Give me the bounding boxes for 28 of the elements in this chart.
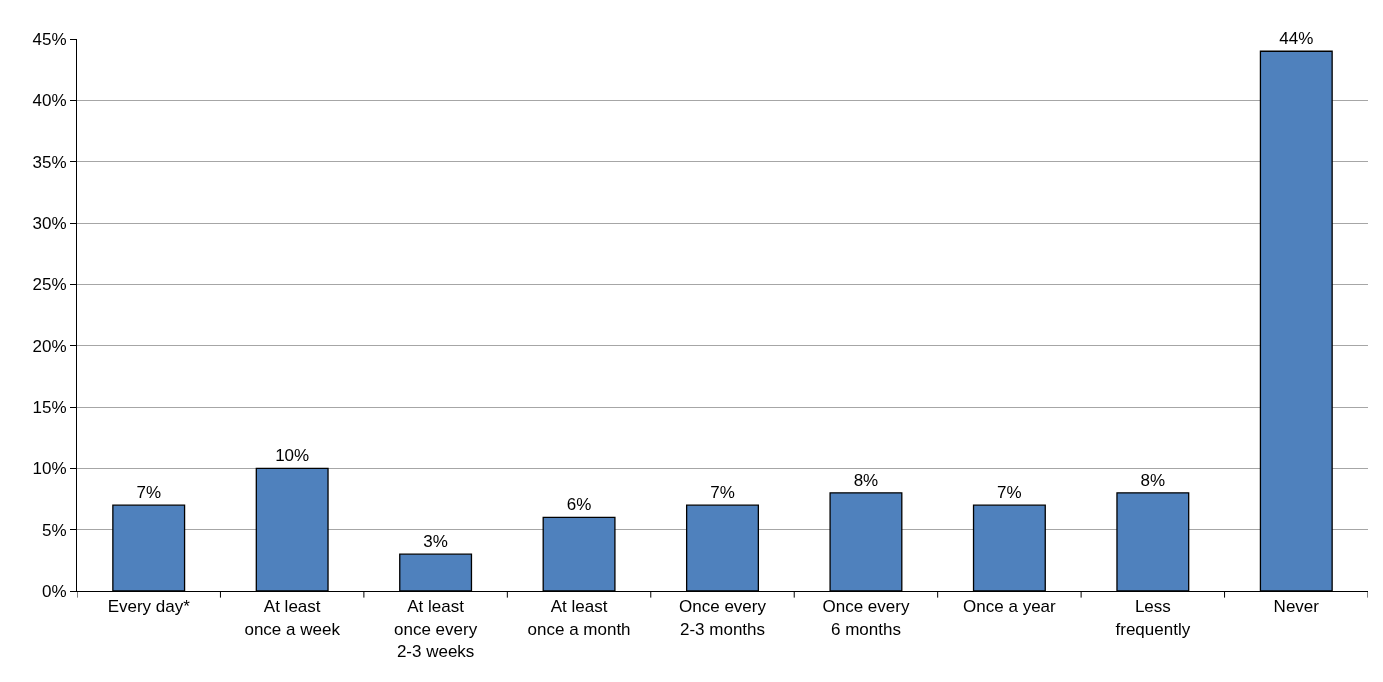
- y-tick-label: 45%: [32, 29, 67, 49]
- y-tick-label: 10%: [32, 459, 67, 479]
- y-tick-label: 15%: [32, 397, 67, 417]
- x-tick-label: At least once a month: [527, 597, 631, 639]
- data-label: 44%: [1279, 29, 1314, 49]
- data-label: 6%: [566, 495, 592, 515]
- y-tick-label: 40%: [32, 91, 67, 111]
- y-tick-label: 0%: [42, 581, 67, 601]
- x-tick-label: Less frequently: [1115, 597, 1191, 639]
- x-tick-label: At least once every 2-3 weeks: [394, 597, 478, 661]
- x-tick-label: Once every 2-3 months: [679, 597, 767, 639]
- y-tick-label: 35%: [32, 152, 67, 172]
- x-tick-label: Never: [1273, 597, 1320, 617]
- data-label: 7%: [710, 483, 735, 503]
- data-label: 8%: [1140, 470, 1166, 490]
- data-label: 10%: [275, 446, 310, 466]
- x-tick-label: At least once a week: [244, 597, 341, 639]
- y-tick-label: 25%: [32, 275, 67, 295]
- y-tick-label: 30%: [32, 213, 67, 233]
- x-tick-label: Every day*: [107, 597, 191, 617]
- data-label: 7%: [136, 483, 162, 503]
- y-tick-label: 20%: [32, 336, 67, 356]
- data-label: 8%: [853, 470, 879, 490]
- data-label: 7%: [997, 483, 1022, 503]
- x-tick-label: Once every 6 months: [822, 597, 910, 639]
- x-tick-label: Once a year: [963, 597, 1057, 617]
- data-label: 3%: [423, 532, 448, 552]
- y-tick-label: 5%: [42, 520, 67, 540]
